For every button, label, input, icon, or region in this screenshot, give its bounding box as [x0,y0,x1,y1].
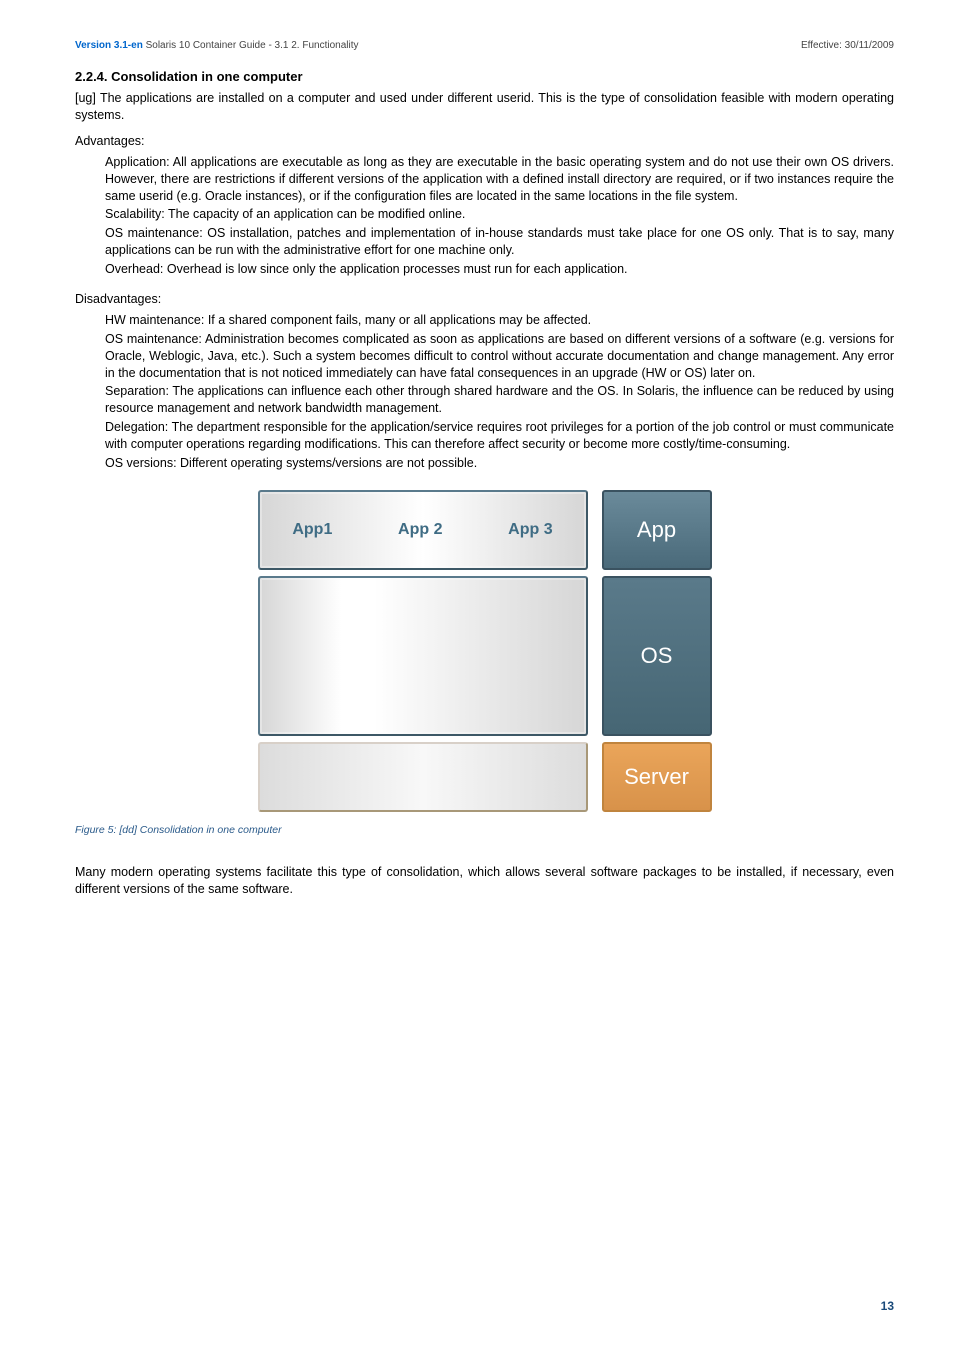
list-item: OS versions: Different operating systems… [105,455,894,472]
legend-app: App [602,490,712,570]
consolidation-diagram: App1 App 2 App 3 App OS Server [258,490,712,818]
list-item: HW maintenance: If a shared component fa… [105,312,894,329]
section-heading: 2.2.4. Consolidation in one computer [75,69,894,84]
list-item: Overhead: Overhead is low since only the… [105,261,894,278]
app-layer-row: App1 App 2 App 3 [258,490,588,570]
app-label: App 2 [398,521,442,539]
diagram-main-column: App1 App 2 App 3 [258,490,588,818]
server-layer-row [258,742,588,812]
list-item: Separation: The applications can influen… [105,383,894,417]
list-item: OS maintenance: OS installation, patches… [105,225,894,259]
app-label: App 3 [508,521,552,539]
list-item: OS maintenance: Administration becomes c… [105,331,894,382]
figure-caption: Figure 5: [dd] Consolidation in one comp… [75,824,894,836]
advantages-list: Application: All applications are execut… [75,154,894,278]
diagram-legend-column: App OS Server [602,490,712,818]
list-item: Delegation: The department responsible f… [105,419,894,453]
legend-os: OS [602,576,712,736]
os-layer-row [258,576,588,736]
legend-server: Server [602,742,712,812]
closing-paragraph: Many modern operating systems facilitate… [75,864,894,898]
figure-container: App1 App 2 App 3 App OS Server [75,490,894,818]
intro-paragraph: [ug] The applications are installed on a… [75,90,894,124]
disadvantages-list: HW maintenance: If a shared component fa… [75,312,894,472]
page-number: 13 [881,1299,894,1313]
page-header: Version 3.1-en Solaris 10 Container Guid… [75,40,894,51]
header-left: Version 3.1-en Solaris 10 Container Guid… [75,40,358,51]
effective-date: Effective: 30/11/2009 [801,40,894,51]
list-item: Scalability: The capacity of an applicat… [105,206,894,223]
app-label: App1 [292,521,332,539]
guide-label: Solaris 10 Container Guide - 3.1 2. Func… [143,40,359,51]
disadvantages-label: Disadvantages: [75,292,894,306]
version-label: Version 3.1-en [75,40,143,51]
advantages-label: Advantages: [75,134,894,148]
list-item: Application: All applications are execut… [105,154,894,205]
